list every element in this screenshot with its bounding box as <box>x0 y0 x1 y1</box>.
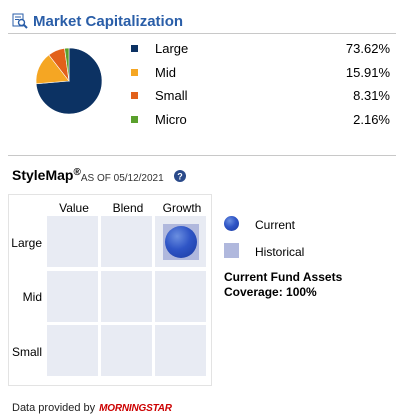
legend-row-small: Small 8.31% <box>128 84 390 108</box>
cell-mid-growth <box>155 271 206 322</box>
legend-value: 73.62% <box>345 41 390 57</box>
col-header-growth: Growth <box>162 201 202 215</box>
section-divider <box>8 155 396 156</box>
legend-value: 2.16% <box>353 111 390 127</box>
pie-slice-micro <box>64 47 70 82</box>
cell-mid-blend <box>101 271 152 322</box>
legend-historical-label: Historical <box>255 245 305 259</box>
legend-label: Large <box>155 41 189 57</box>
header-divider <box>8 33 396 34</box>
legend-value: 15.91% <box>345 64 390 80</box>
fund-assets-coverage: Current Fund Assets Coverage: 100% <box>224 270 342 300</box>
legend-swatch <box>131 92 138 100</box>
row-header-large: Large <box>11 236 42 250</box>
market-cap-pie-chart <box>35 47 103 115</box>
market-cap-legend: Large 73.62% Mid 15.91% Small 8.31% Micro 2.16% <box>128 37 390 131</box>
legend-value: 8.31% <box>353 88 390 104</box>
svg-text:?: ? <box>177 172 183 182</box>
assets-line-1: Current Fund Assets <box>224 270 343 284</box>
legend-row-micro: Micro 2.16% <box>128 108 390 132</box>
data-provider-footer: Data provided by MORNINGSTAR <box>12 402 172 414</box>
legend-swatch <box>131 115 138 123</box>
legend-current-label: Current <box>255 218 296 232</box>
market-cap-title: Market Capitalization <box>33 12 184 30</box>
stylemap-grid-frame <box>8 194 212 386</box>
cell-mid-value <box>47 271 98 322</box>
legend-current-marker <box>224 216 239 231</box>
stylemap-as-of: AS OF 05/12/2021 <box>80 173 164 184</box>
col-header-blend: Blend <box>112 201 144 215</box>
cell-small-blend <box>101 325 152 376</box>
market-cap-header: Market Capitalization <box>12 10 183 32</box>
magnifier-chart-icon <box>12 13 28 29</box>
legend-historical-marker <box>224 243 239 258</box>
cell-large-value <box>47 216 98 267</box>
legend-row-mid: Mid 15.91% <box>128 61 390 85</box>
row-header-small: Small <box>11 345 42 359</box>
stylemap-title: StyleMap®AS OF 05/12/2021 <box>12 167 164 184</box>
cell-large-blend <box>101 216 152 267</box>
assets-line-2: Coverage: 100% <box>224 285 317 299</box>
legend-swatch <box>131 68 138 76</box>
cell-small-growth <box>155 325 206 376</box>
morningstar-logo[interactable]: MORNINGSTAR <box>99 402 172 414</box>
legend-label: Small <box>155 88 188 104</box>
col-header-value: Value <box>59 201 89 215</box>
cell-small-value <box>47 325 98 376</box>
row-header-mid: Mid <box>22 290 42 304</box>
help-icon[interactable]: ? <box>174 170 186 182</box>
legend-row-large: Large 73.62% <box>128 37 390 61</box>
cell-large-growth <box>155 216 206 267</box>
legend-swatch <box>131 45 138 53</box>
current-marker <box>165 226 197 258</box>
legend-label: Mid <box>155 64 176 80</box>
legend-label: Micro <box>155 111 187 127</box>
provided-by-text: Data provided by <box>12 402 96 414</box>
